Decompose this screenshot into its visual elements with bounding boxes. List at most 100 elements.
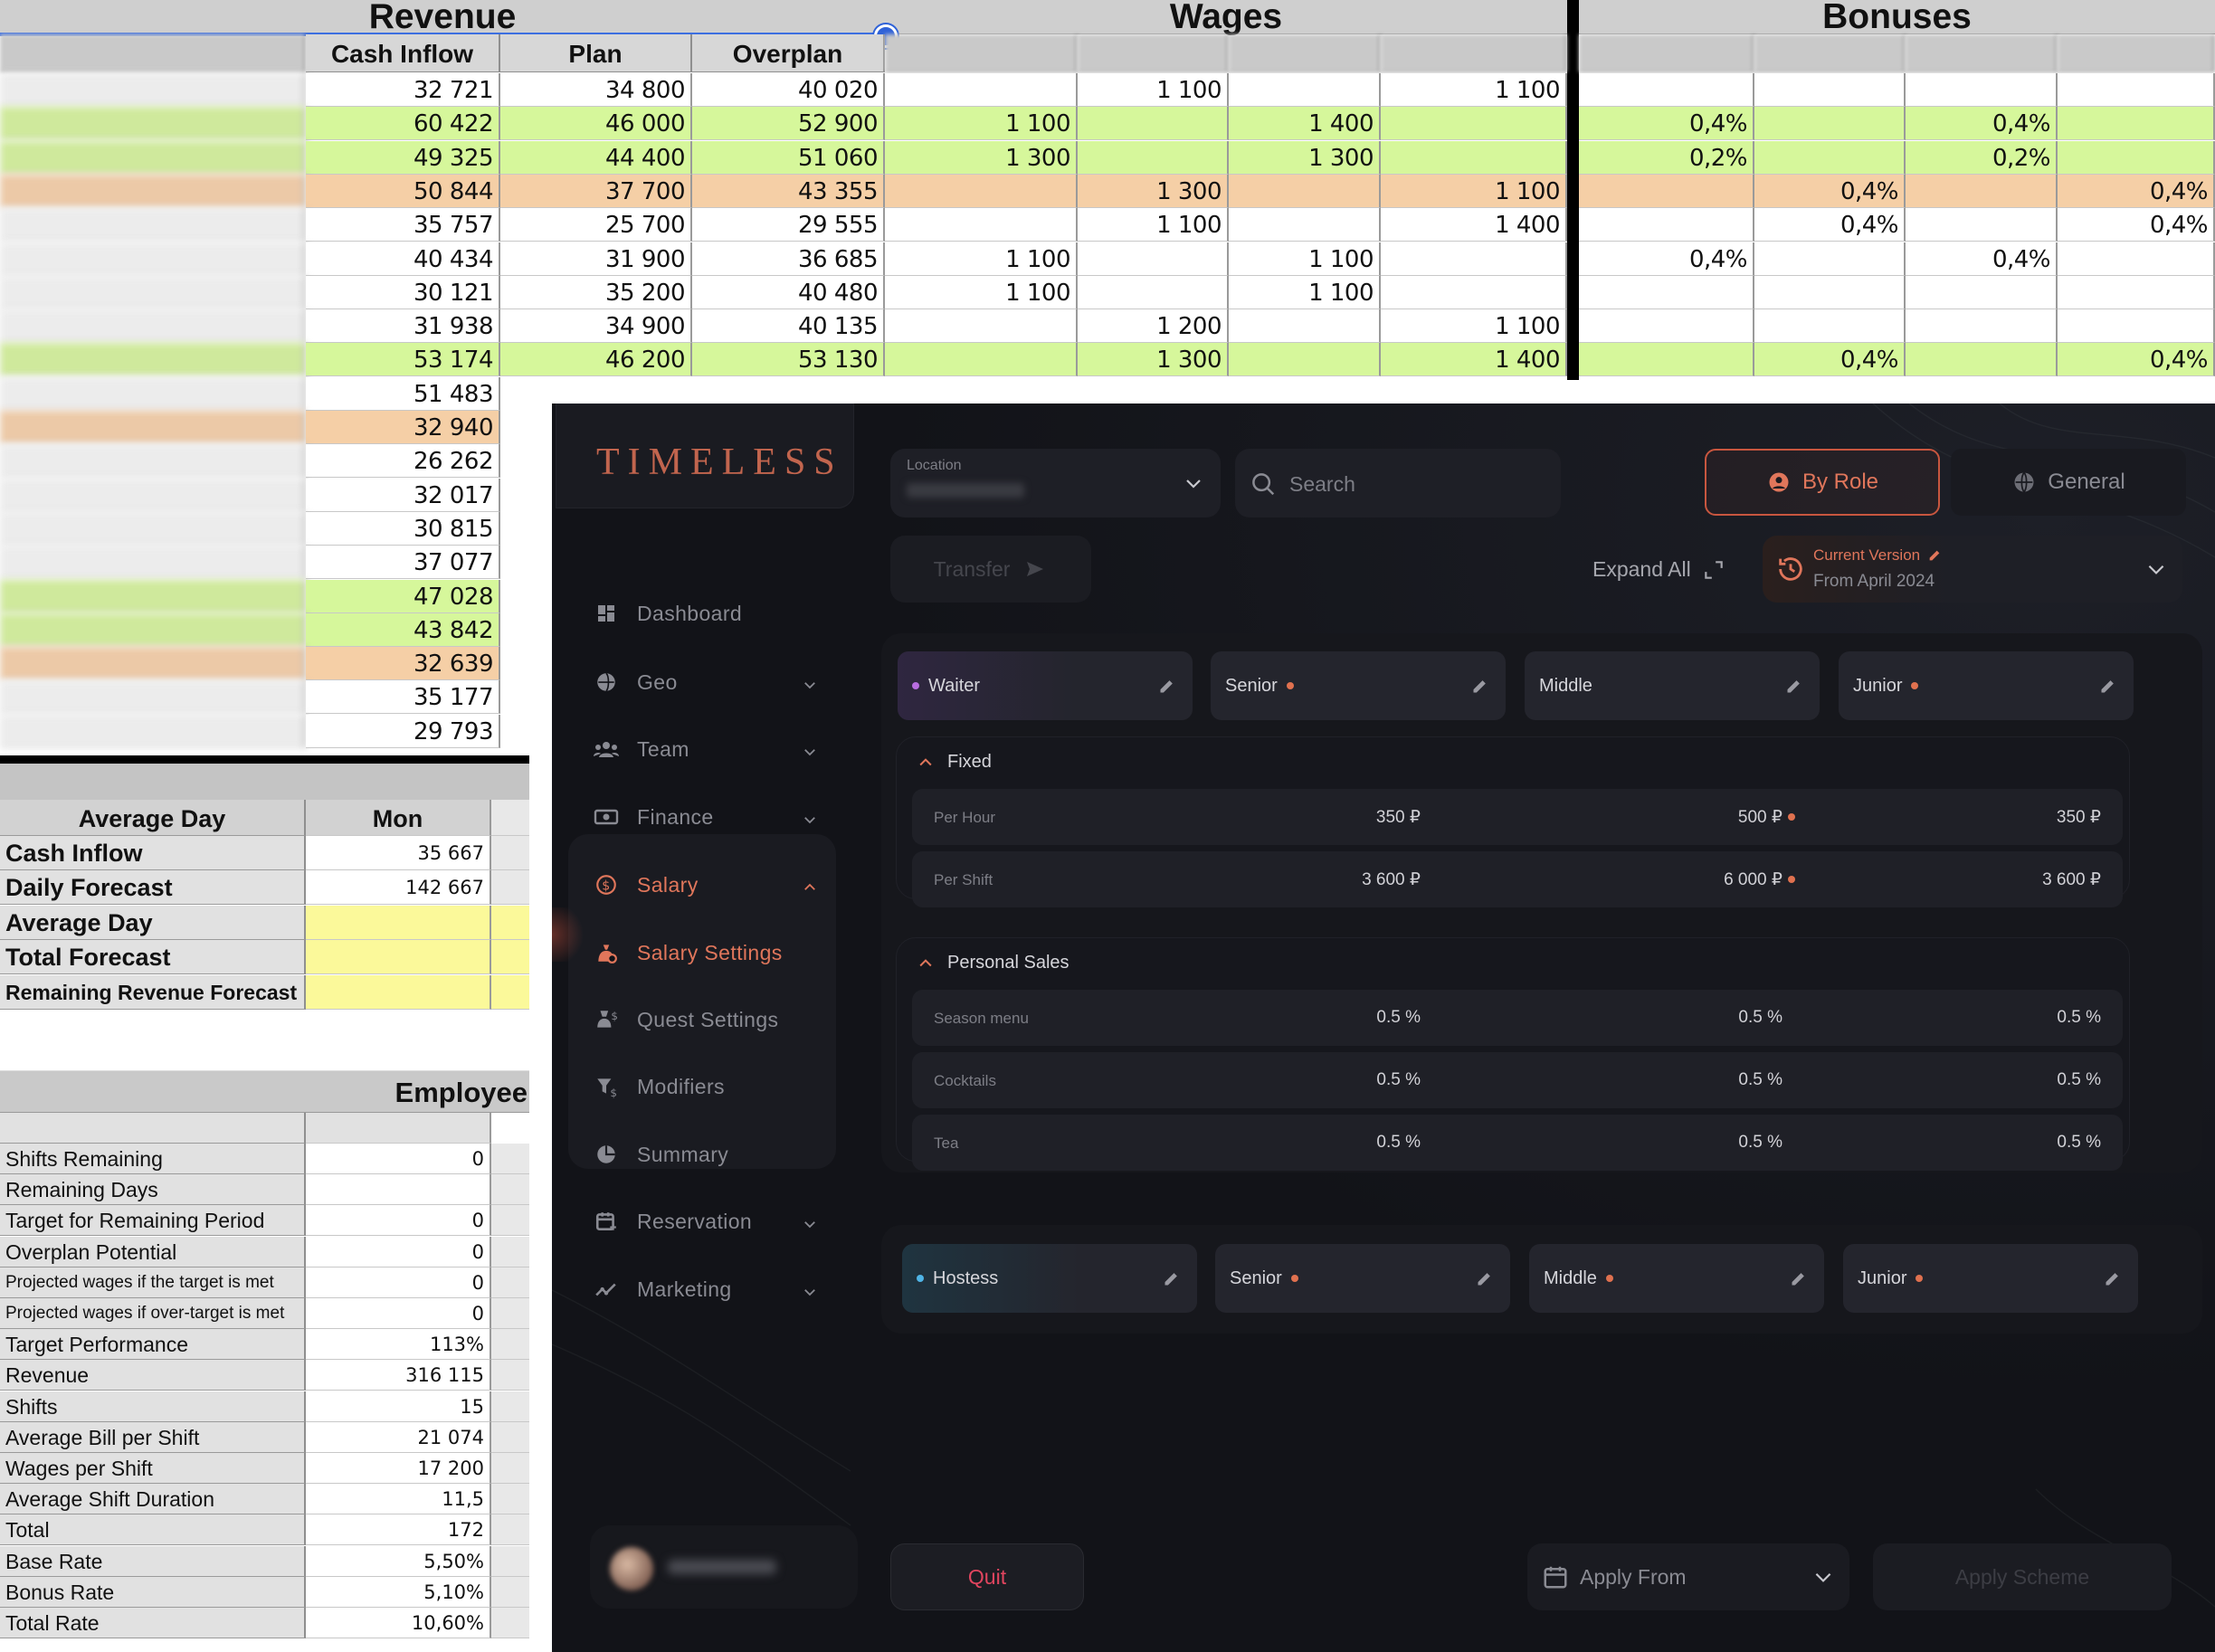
pencil-icon[interactable] <box>1790 1269 1808 1287</box>
table-cell <box>2058 107 2215 141</box>
cell-tail <box>491 1514 529 1546</box>
fixed-toggle[interactable]: Fixed <box>917 752 992 773</box>
sidebar-item-reservation[interactable]: Reservation <box>594 1203 815 1239</box>
employee-row-value: 5,10% <box>306 1576 491 1608</box>
setting-value[interactable]: 6 000 ₽ <box>1724 870 1782 889</box>
version-select[interactable]: Current Version From April 2024 <box>1763 536 2182 603</box>
wages-col-header <box>1078 34 1229 72</box>
employee-row-value: 11,5 <box>306 1484 491 1515</box>
pencil-icon[interactable] <box>1158 677 1176 695</box>
setting-value[interactable]: 0.5 % <box>2057 1070 2101 1089</box>
pencil-icon[interactable] <box>1471 677 1489 695</box>
setting-value[interactable]: 0.5 % <box>1738 1070 1782 1089</box>
table-cell: 51 060 <box>692 140 885 175</box>
setting-value[interactable]: 0.5 % <box>2057 1133 2101 1152</box>
table-cell: 0,2% <box>1906 140 2058 175</box>
employee-row-value: 0 <box>306 1144 491 1174</box>
sidebar-item-team[interactable]: Team <box>594 731 815 767</box>
sidebar-item-geo[interactable]: Geo <box>594 664 815 700</box>
table-cell: 53 130 <box>692 343 885 377</box>
pencil-icon[interactable] <box>2099 677 2117 695</box>
table-cell: 53 174 <box>306 343 500 377</box>
setting-value[interactable]: 0.5 % <box>1738 1008 1782 1027</box>
average-row-value <box>306 974 491 1010</box>
table-cell <box>2058 309 2215 344</box>
setting-value[interactable]: 350 ₽ <box>1375 808 1421 827</box>
cell-tail <box>491 870 529 906</box>
table-cell: 40 020 <box>692 73 885 107</box>
status-dot <box>1911 682 1919 689</box>
pencil-icon[interactable] <box>1476 1269 1494 1287</box>
employee-name-cell <box>0 579 306 613</box>
search-input[interactable]: Search <box>1235 449 1561 517</box>
sidebar-item-marketing[interactable]: Marketing <box>594 1271 815 1307</box>
table-cell: 1 100 <box>1381 73 1567 107</box>
sidebar-item-finance[interactable]: Finance <box>594 799 815 835</box>
table-cell <box>2058 242 2215 276</box>
employee-row-label: Shifts <box>0 1391 306 1422</box>
average-row-label: Cash Inflow <box>0 836 306 870</box>
pencil-icon[interactable] <box>2104 1269 2122 1287</box>
by-role-button[interactable]: By Role <box>1705 449 1940 516</box>
sidebar-item-dashboard[interactable]: Dashboard <box>594 595 742 631</box>
table-cell: 0,4% <box>2058 208 2215 242</box>
general-button[interactable]: General <box>1951 449 2186 516</box>
role-tab-middle[interactable]: Middle <box>1529 1244 1824 1313</box>
pencil-icon[interactable] <box>1163 1269 1181 1287</box>
table-cell: 1 100 <box>1381 174 1567 208</box>
role-dot <box>917 1275 924 1282</box>
sidebar-item-summary[interactable]: Summary <box>594 1136 728 1173</box>
transfer-button[interactable]: Transfer <box>890 536 1091 603</box>
employee-row-label: Total Rate <box>0 1608 306 1638</box>
table-cell: 32 940 <box>306 411 500 444</box>
status-dot <box>1788 813 1795 821</box>
setting-value[interactable]: 0.5 % <box>1376 1008 1421 1027</box>
role-tab-senior[interactable]: Senior <box>1211 651 1506 720</box>
setting-value[interactable]: 0.5 % <box>1738 1133 1782 1152</box>
role-tab-hostess[interactable]: Hostess <box>902 1244 1197 1313</box>
pencil-icon[interactable] <box>1785 677 1803 695</box>
setting-value[interactable]: 0.5 % <box>1376 1133 1421 1152</box>
table-cell <box>1229 343 1381 377</box>
role-tab-junior[interactable]: Junior <box>1843 1244 2138 1313</box>
role-tab-senior[interactable]: Senior <box>1215 1244 1510 1313</box>
employee-row-label: Projected wages if over-target is met <box>0 1298 306 1329</box>
employee-row-label: Remaining Days <box>0 1174 306 1206</box>
sidebar-item-salary-settings[interactable]: Salary Settings <box>594 935 783 971</box>
setting-value[interactable]: 3 600 ₽ <box>2042 870 2101 889</box>
average-day-header: Average Day <box>0 800 306 836</box>
sidebar-item-salary[interactable]: $ Salary <box>594 867 815 903</box>
apply-scheme-button[interactable]: Apply Scheme <box>1873 1543 2172 1610</box>
table-cell <box>1906 343 2058 377</box>
personal-sales-toggle[interactable]: Personal Sales <box>917 953 1069 973</box>
role-tab-middle[interactable]: Middle <box>1525 651 1820 720</box>
setting-value[interactable]: 350 ₽ <box>2056 808 2101 827</box>
employee-name-cell <box>0 140 306 175</box>
setting-value[interactable]: 3 600 ₽ <box>1362 870 1421 889</box>
sidebar-item-modifiers[interactable]: $ Modifiers <box>594 1068 725 1105</box>
employee-name-cell <box>0 511 306 546</box>
sidebar-item-quest-settings[interactable]: $ Quest Settings <box>594 1002 778 1038</box>
role-tab-waiter[interactable]: Waiter <box>898 651 1193 720</box>
setting-value[interactable]: 0.5 % <box>1376 1070 1421 1089</box>
quit-button[interactable]: Quit <box>890 1543 1084 1610</box>
employee-header-blank <box>0 1113 306 1144</box>
table-cell <box>1381 242 1567 276</box>
table-cell <box>1754 140 1906 175</box>
table-cell: 31 900 <box>500 242 692 276</box>
location-select[interactable]: Location <box>890 449 1221 517</box>
general-label: General <box>2048 470 2125 494</box>
expand-all-button[interactable]: Expand All <box>1592 557 1725 582</box>
average-row-value <box>306 940 491 975</box>
user-card[interactable] <box>590 1525 858 1609</box>
role-tab-junior[interactable]: Junior <box>1839 651 2134 720</box>
edit-icon[interactable] <box>1927 548 1942 563</box>
setting-value[interactable]: 0.5 % <box>2057 1008 2101 1027</box>
svg-text:$: $ <box>602 878 610 893</box>
table-cell <box>1381 275 1567 309</box>
bonus-col-header <box>2058 34 2215 72</box>
table-cell: 1 100 <box>885 107 1078 141</box>
setting-value[interactable]: 500 ₽ <box>1737 808 1782 827</box>
apply-from-select[interactable]: Apply From <box>1527 1543 1849 1610</box>
